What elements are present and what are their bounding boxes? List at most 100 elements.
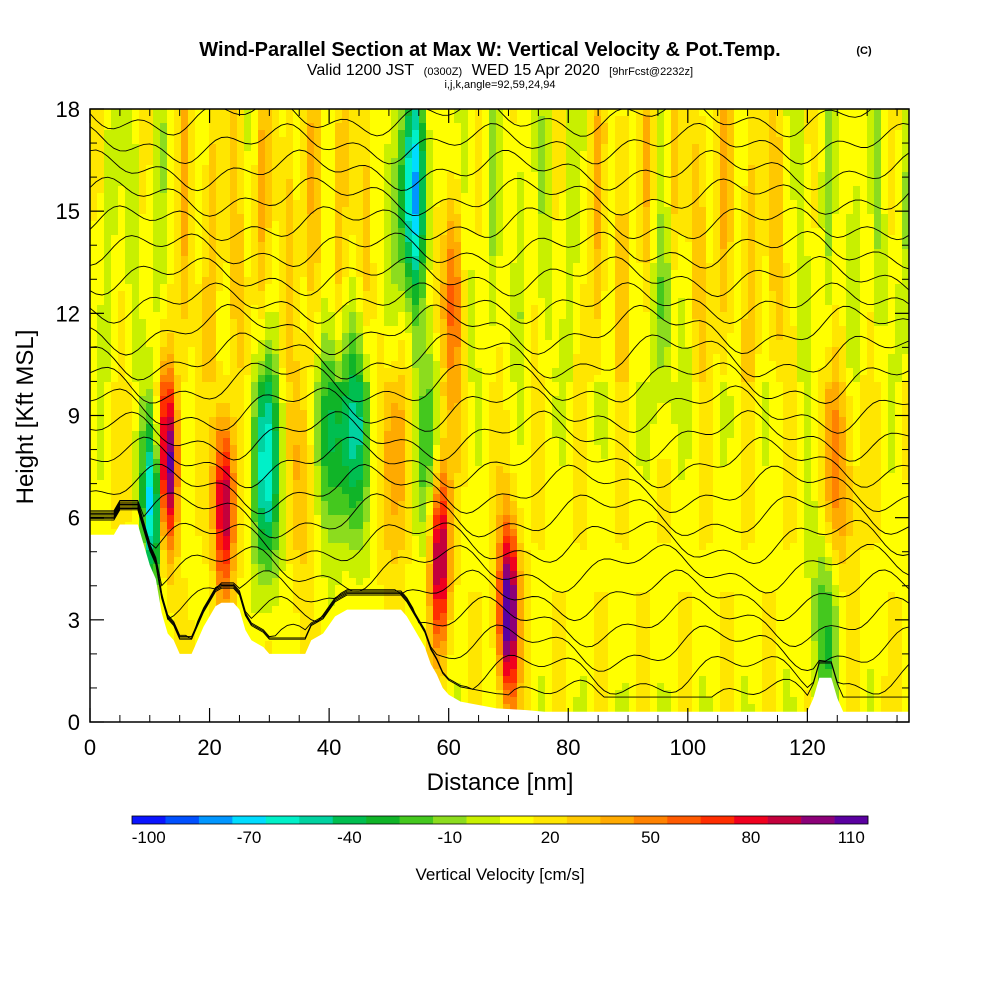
velocity-cell (244, 116, 252, 124)
velocity-cell (167, 200, 175, 208)
velocity-cell (489, 403, 497, 411)
velocity-cell (195, 137, 203, 145)
velocity-cell (664, 354, 672, 362)
velocity-cell (580, 193, 588, 201)
velocity-cell (783, 319, 791, 327)
velocity-cell (125, 277, 133, 285)
velocity-cell (174, 382, 182, 390)
velocity-cell (125, 368, 133, 376)
velocity-cell (328, 389, 336, 397)
velocity-cell (405, 382, 413, 390)
velocity-cell (699, 158, 707, 166)
velocity-cell (139, 207, 147, 215)
velocity-cell (230, 249, 238, 257)
velocity-cell (643, 319, 651, 327)
velocity-cell (433, 242, 441, 250)
velocity-cell (783, 151, 791, 159)
velocity-cell (146, 305, 154, 313)
velocity-cell (384, 403, 392, 411)
velocity-cell (412, 130, 420, 138)
velocity-cell (671, 200, 679, 208)
velocity-cell (307, 228, 315, 236)
velocity-cell (902, 186, 909, 194)
velocity-cell (300, 333, 308, 341)
velocity-cell (895, 123, 903, 131)
velocity-cell (587, 249, 595, 257)
velocity-cell (783, 137, 791, 145)
velocity-cell (118, 298, 126, 306)
velocity-cell (874, 186, 882, 194)
velocity-cell (762, 200, 770, 208)
velocity-cell (573, 326, 581, 334)
velocity-cell (202, 375, 210, 383)
velocity-cell (797, 116, 805, 124)
velocity-cell (839, 270, 847, 278)
velocity-cell (860, 109, 868, 117)
velocity-cell (482, 130, 490, 138)
velocity-cell (125, 242, 133, 250)
velocity-cell (545, 277, 553, 285)
velocity-cell (573, 137, 581, 145)
velocity-cell (692, 270, 700, 278)
velocity-cell (559, 298, 567, 306)
velocity-cell (790, 347, 798, 355)
velocity-cell (566, 347, 574, 355)
velocity-cell (706, 179, 714, 187)
velocity-cell (230, 200, 238, 208)
velocity-cell (874, 151, 882, 159)
velocity-cell (580, 291, 588, 299)
velocity-cell (188, 284, 196, 292)
velocity-cell (104, 144, 112, 152)
velocity-cell (370, 263, 378, 271)
velocity-cell (181, 242, 189, 250)
velocity-cell (384, 151, 392, 159)
velocity-cell (678, 396, 686, 404)
velocity-cell (811, 137, 819, 145)
velocity-cell (125, 172, 133, 180)
velocity-cell (839, 256, 847, 264)
velocity-cell (741, 270, 749, 278)
velocity-cell (363, 235, 371, 243)
velocity-cell (636, 172, 644, 180)
velocity-cell (489, 179, 497, 187)
velocity-cell (713, 354, 721, 362)
velocity-cell (594, 200, 602, 208)
velocity-cell (713, 109, 721, 117)
velocity-cell (545, 193, 553, 201)
velocity-cell (727, 347, 735, 355)
velocity-cell (209, 235, 217, 243)
velocity-cell (832, 333, 840, 341)
velocity-cell (776, 214, 784, 222)
velocity-cell (468, 242, 476, 250)
velocity-cell (496, 123, 504, 131)
velocity-cell (160, 277, 168, 285)
velocity-cell (797, 382, 805, 390)
velocity-cell (440, 137, 448, 145)
velocity-cell (405, 354, 413, 362)
velocity-cell (622, 116, 630, 124)
velocity-cell (503, 305, 511, 313)
velocity-cell (517, 186, 525, 194)
velocity-cell (426, 200, 434, 208)
velocity-cell (608, 270, 616, 278)
velocity-cell (524, 214, 532, 222)
velocity-cell (307, 179, 315, 187)
velocity-cell (853, 144, 861, 152)
velocity-cell (258, 403, 266, 411)
velocity-cell (153, 382, 161, 390)
velocity-cell (125, 249, 133, 257)
velocity-cell (629, 221, 637, 229)
velocity-cell (118, 403, 126, 411)
velocity-cell (461, 291, 469, 299)
velocity-cell (699, 354, 707, 362)
velocity-cell (636, 214, 644, 222)
velocity-cell (510, 319, 518, 327)
velocity-cell (895, 347, 903, 355)
velocity-cell (412, 256, 420, 264)
velocity-cell (545, 207, 553, 215)
velocity-cell (825, 179, 833, 187)
velocity-cell (685, 151, 693, 159)
velocity-cell (258, 389, 266, 397)
velocity-cell (146, 207, 154, 215)
velocity-cell (342, 305, 350, 313)
